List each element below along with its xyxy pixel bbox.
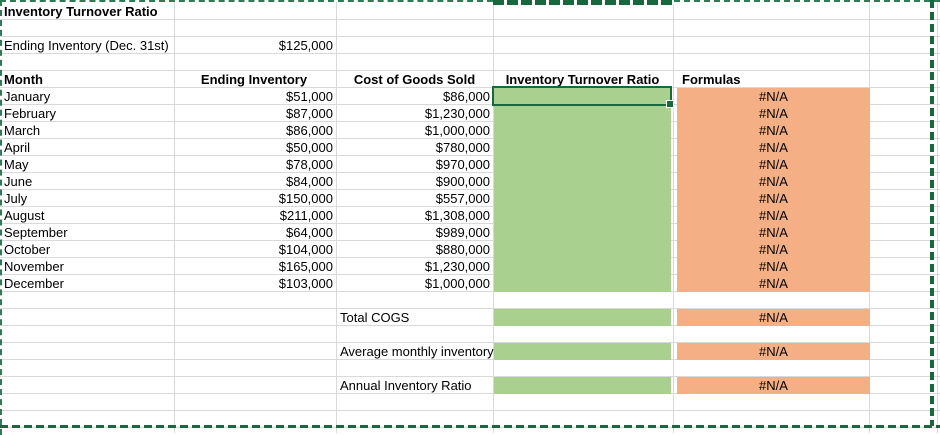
formula-cell[interactable]: #N/A bbox=[759, 259, 788, 274]
month-cell[interactable]: February bbox=[4, 106, 57, 121]
average-inventory-green-cell[interactable] bbox=[494, 343, 671, 360]
column-header-month[interactable]: Month bbox=[4, 72, 43, 87]
table-row: October $104,000 $880,000 bbox=[0, 241, 940, 258]
cogs-cell[interactable]: $989,000 bbox=[435, 225, 490, 240]
month-cell[interactable]: May bbox=[4, 157, 29, 172]
month-cell[interactable]: September bbox=[4, 225, 68, 240]
ending-inventory-cell[interactable]: $165,000 bbox=[278, 259, 333, 274]
formula-cell[interactable]: #N/A bbox=[759, 225, 788, 240]
table-row: March $86,000 $1,000,000 bbox=[0, 122, 940, 139]
cogs-cell[interactable]: $557,000 bbox=[435, 191, 490, 206]
column-header-cogs[interactable]: Cost of Goods Sold bbox=[353, 72, 476, 87]
formula-cell[interactable]: #N/A bbox=[759, 123, 788, 138]
ratio-column-green-block[interactable] bbox=[494, 88, 671, 292]
formula-cell[interactable]: #N/A bbox=[759, 89, 788, 104]
gridline-vertical bbox=[174, 2, 175, 433]
table-row: January $51,000 $86,000 bbox=[0, 88, 940, 105]
ending-inventory-cell[interactable]: $84,000 bbox=[286, 174, 333, 189]
month-cell[interactable]: January bbox=[4, 89, 51, 104]
active-cell-border[interactable] bbox=[492, 86, 672, 106]
formula-cell[interactable]: #N/A bbox=[677, 343, 870, 360]
ending-inventory-cell[interactable]: $50,000 bbox=[286, 140, 333, 155]
table-row: June $84,000 $900,000 bbox=[0, 173, 940, 190]
formula-cell[interactable]: #N/A bbox=[759, 157, 788, 172]
cogs-cell[interactable]: $1,000,000 bbox=[424, 276, 490, 291]
cogs-cell[interactable]: $1,000,000 bbox=[424, 123, 490, 138]
annual-ratio-label[interactable]: Annual Inventory Ratio bbox=[340, 378, 472, 393]
gridline-vertical bbox=[336, 2, 337, 433]
ending-inventory-cell[interactable]: $211,000 bbox=[279, 208, 333, 223]
header-row: Month Ending Inventory Cost of Goods Sol… bbox=[0, 71, 940, 88]
ending-inventory-cell[interactable]: $64,000 bbox=[286, 225, 333, 240]
cogs-cell[interactable]: $880,000 bbox=[435, 242, 490, 257]
table-row: July $150,000 $557,000 bbox=[0, 190, 940, 207]
footer-row-annual-ratio: Annual Inventory Ratio bbox=[0, 377, 940, 394]
marquee-border-right bbox=[930, 0, 934, 426]
month-cell[interactable]: April bbox=[4, 140, 31, 155]
table-row: February $87,000 $1,230,000 bbox=[0, 105, 940, 122]
formula-cell[interactable]: #N/A bbox=[759, 174, 788, 189]
ending-inventory-cell[interactable]: $87,000 bbox=[286, 106, 333, 121]
table-row: September $64,000 $989,000 bbox=[0, 224, 940, 241]
total-cogs-label[interactable]: Total COGS bbox=[340, 310, 410, 325]
formula-cell[interactable]: #N/A bbox=[759, 242, 788, 257]
summary-label[interactable]: Ending Inventory (Dec. 31st) bbox=[4, 38, 169, 53]
formula-cell[interactable]: #N/A bbox=[759, 106, 788, 121]
ending-inventory-cell[interactable]: $104,000 bbox=[278, 242, 333, 257]
month-cell[interactable]: November bbox=[4, 259, 64, 274]
table-row: November $165,000 $1,230,000 bbox=[0, 258, 940, 275]
gridline-vertical bbox=[673, 2, 674, 433]
table-row: May $78,000 $970,000 bbox=[0, 156, 940, 173]
title-row: Inventory Turnover Ratio bbox=[0, 3, 940, 20]
ending-inventory-cell[interactable]: $86,000 bbox=[286, 123, 333, 138]
table-row: December $103,000 $1,000,000 bbox=[0, 275, 940, 292]
annual-ratio-green-cell[interactable] bbox=[494, 377, 671, 394]
formula-cell[interactable]: #N/A bbox=[677, 309, 870, 326]
footer-row-average-inventory: Average monthly inventory bbox=[0, 343, 940, 360]
month-cell[interactable]: October bbox=[4, 242, 51, 257]
page-title[interactable]: Inventory Turnover Ratio bbox=[4, 4, 158, 19]
column-header-ending-inventory[interactable]: Ending Inventory bbox=[200, 72, 308, 87]
ending-inventory-cell[interactable]: $51,000 bbox=[286, 89, 333, 104]
cogs-cell[interactable]: $1,230,000 bbox=[424, 259, 490, 274]
cogs-cell[interactable]: $1,308,000 bbox=[424, 208, 490, 223]
marquee-border-top bbox=[0, 0, 493, 2]
month-cell[interactable]: March bbox=[4, 123, 41, 138]
column-header-ratio[interactable]: Inventory Turnover Ratio bbox=[505, 72, 660, 87]
table-row: April $50,000 $780,000 bbox=[0, 139, 940, 156]
fill-handle[interactable] bbox=[666, 100, 674, 108]
ending-inventory-cell[interactable]: $150,000 bbox=[278, 191, 333, 206]
footer-row-total-cogs: Total COGS bbox=[0, 309, 940, 326]
formula-cell[interactable]: #N/A bbox=[759, 140, 788, 155]
month-cell[interactable]: June bbox=[4, 174, 33, 189]
formula-cell[interactable]: #N/A bbox=[759, 276, 788, 291]
formula-cell[interactable]: #N/A bbox=[759, 191, 788, 206]
month-cell[interactable]: August bbox=[4, 208, 45, 223]
formula-cell[interactable]: #N/A bbox=[759, 208, 788, 223]
cogs-cell[interactable]: $1,230,000 bbox=[424, 106, 490, 121]
marquee-border-left bbox=[0, 0, 2, 435]
ending-inventory-cell[interactable]: $103,000 bbox=[278, 276, 333, 291]
table-row: August $211,000 $1,308,000 bbox=[0, 207, 940, 224]
summary-value[interactable]: $125,000 bbox=[278, 38, 333, 53]
formulas-column-orange-block[interactable]: #N/A #N/A #N/A #N/A #N/A #N/A #N/A #N/A … bbox=[677, 88, 870, 292]
column-header-formulas[interactable]: Formulas bbox=[682, 72, 741, 87]
cogs-cell[interactable]: $780,000 bbox=[435, 140, 490, 155]
total-cogs-green-cell[interactable] bbox=[494, 309, 671, 326]
month-cell[interactable]: July bbox=[4, 191, 28, 206]
marquee-border-top bbox=[674, 0, 940, 2]
ending-inventory-cell[interactable]: $78,000 bbox=[286, 157, 333, 172]
gridline-vertical bbox=[493, 2, 494, 433]
cogs-cell[interactable]: $970,000 bbox=[435, 157, 490, 172]
average-inventory-label[interactable]: Average monthly inventory bbox=[340, 344, 494, 359]
marquee-border-bottom bbox=[0, 425, 940, 428]
formula-cell[interactable]: #N/A bbox=[677, 377, 870, 394]
marquee-border-top-thick bbox=[493, 0, 674, 5]
gridline-vertical bbox=[937, 2, 938, 433]
month-cell[interactable]: December bbox=[4, 276, 64, 291]
cogs-cell[interactable]: $900,000 bbox=[435, 174, 490, 189]
summary-row: Ending Inventory (Dec. 31st) $125,000 bbox=[0, 37, 940, 54]
cogs-cell[interactable]: $86,000 bbox=[443, 89, 490, 104]
